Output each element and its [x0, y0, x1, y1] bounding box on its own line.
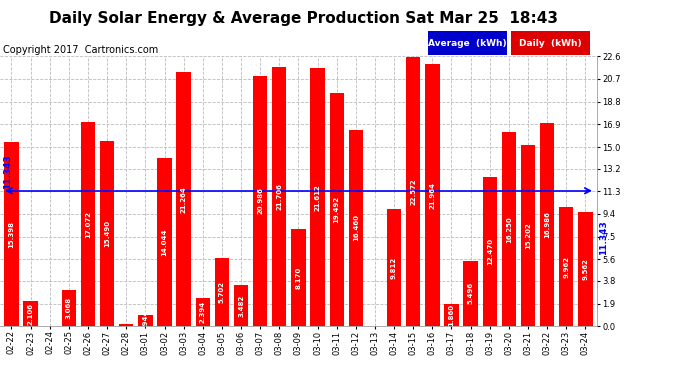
Bar: [195, 298, 210, 326]
Text: 17.072: 17.072: [85, 211, 91, 238]
Bar: [387, 209, 402, 326]
Text: 21.264: 21.264: [181, 186, 187, 213]
Text: 21.964: 21.964: [429, 182, 435, 209]
Text: 16.250: 16.250: [506, 216, 512, 243]
Bar: [81, 122, 95, 326]
Bar: [406, 57, 420, 326]
Bar: [61, 290, 76, 326]
Bar: [502, 132, 516, 326]
Text: 9.812: 9.812: [391, 256, 397, 279]
Bar: [253, 75, 267, 326]
Text: 21.612: 21.612: [315, 184, 321, 210]
Text: 2.106: 2.106: [28, 303, 34, 325]
Text: 21.706: 21.706: [276, 183, 282, 210]
Text: 22.572: 22.572: [410, 178, 416, 205]
Text: 3.068: 3.068: [66, 297, 72, 319]
Bar: [291, 229, 306, 326]
Bar: [425, 64, 440, 326]
Text: 5.702: 5.702: [219, 281, 225, 303]
Bar: [444, 304, 459, 326]
Text: 5.496: 5.496: [468, 282, 473, 304]
Text: Daily Solar Energy & Average Production Sat Mar 25  18:43: Daily Solar Energy & Average Production …: [49, 11, 558, 26]
Text: 9.962: 9.962: [563, 256, 569, 278]
Bar: [177, 72, 191, 326]
Text: 8.170: 8.170: [295, 266, 302, 289]
Bar: [4, 142, 19, 326]
Bar: [272, 67, 286, 326]
Text: 11.343: 11.343: [3, 154, 12, 189]
Text: 15.490: 15.490: [104, 220, 110, 247]
Bar: [521, 145, 535, 326]
Bar: [348, 130, 363, 326]
Bar: [482, 177, 497, 326]
Bar: [540, 123, 554, 326]
Bar: [578, 212, 593, 326]
Text: 16.986: 16.986: [544, 211, 550, 238]
Text: 2.394: 2.394: [200, 301, 206, 323]
Bar: [23, 301, 38, 326]
Text: 0.944: 0.944: [142, 309, 148, 332]
Bar: [559, 207, 573, 326]
Bar: [310, 68, 325, 326]
Bar: [464, 261, 477, 326]
Bar: [119, 324, 133, 326]
Bar: [330, 93, 344, 326]
Text: 15.202: 15.202: [525, 222, 531, 249]
Text: 3.482: 3.482: [238, 294, 244, 316]
Text: 14.044: 14.044: [161, 229, 168, 256]
Text: 12.470: 12.470: [486, 238, 493, 266]
Text: Daily  (kWh): Daily (kWh): [519, 39, 582, 48]
Text: 15.398: 15.398: [8, 221, 14, 248]
Bar: [138, 315, 152, 326]
Text: 9.562: 9.562: [582, 258, 589, 280]
Text: Average  (kWh): Average (kWh): [428, 39, 506, 48]
Text: 1.860: 1.860: [448, 304, 455, 326]
Bar: [157, 159, 172, 326]
Bar: [100, 141, 115, 326]
Text: 20.986: 20.986: [257, 188, 263, 214]
Bar: [215, 258, 229, 326]
Text: Copyright 2017  Cartronics.com: Copyright 2017 Cartronics.com: [3, 45, 159, 55]
Text: 16.460: 16.460: [353, 214, 359, 242]
Text: 11.343: 11.343: [599, 220, 608, 255]
Bar: [234, 285, 248, 326]
Text: 19.492: 19.492: [334, 196, 339, 223]
